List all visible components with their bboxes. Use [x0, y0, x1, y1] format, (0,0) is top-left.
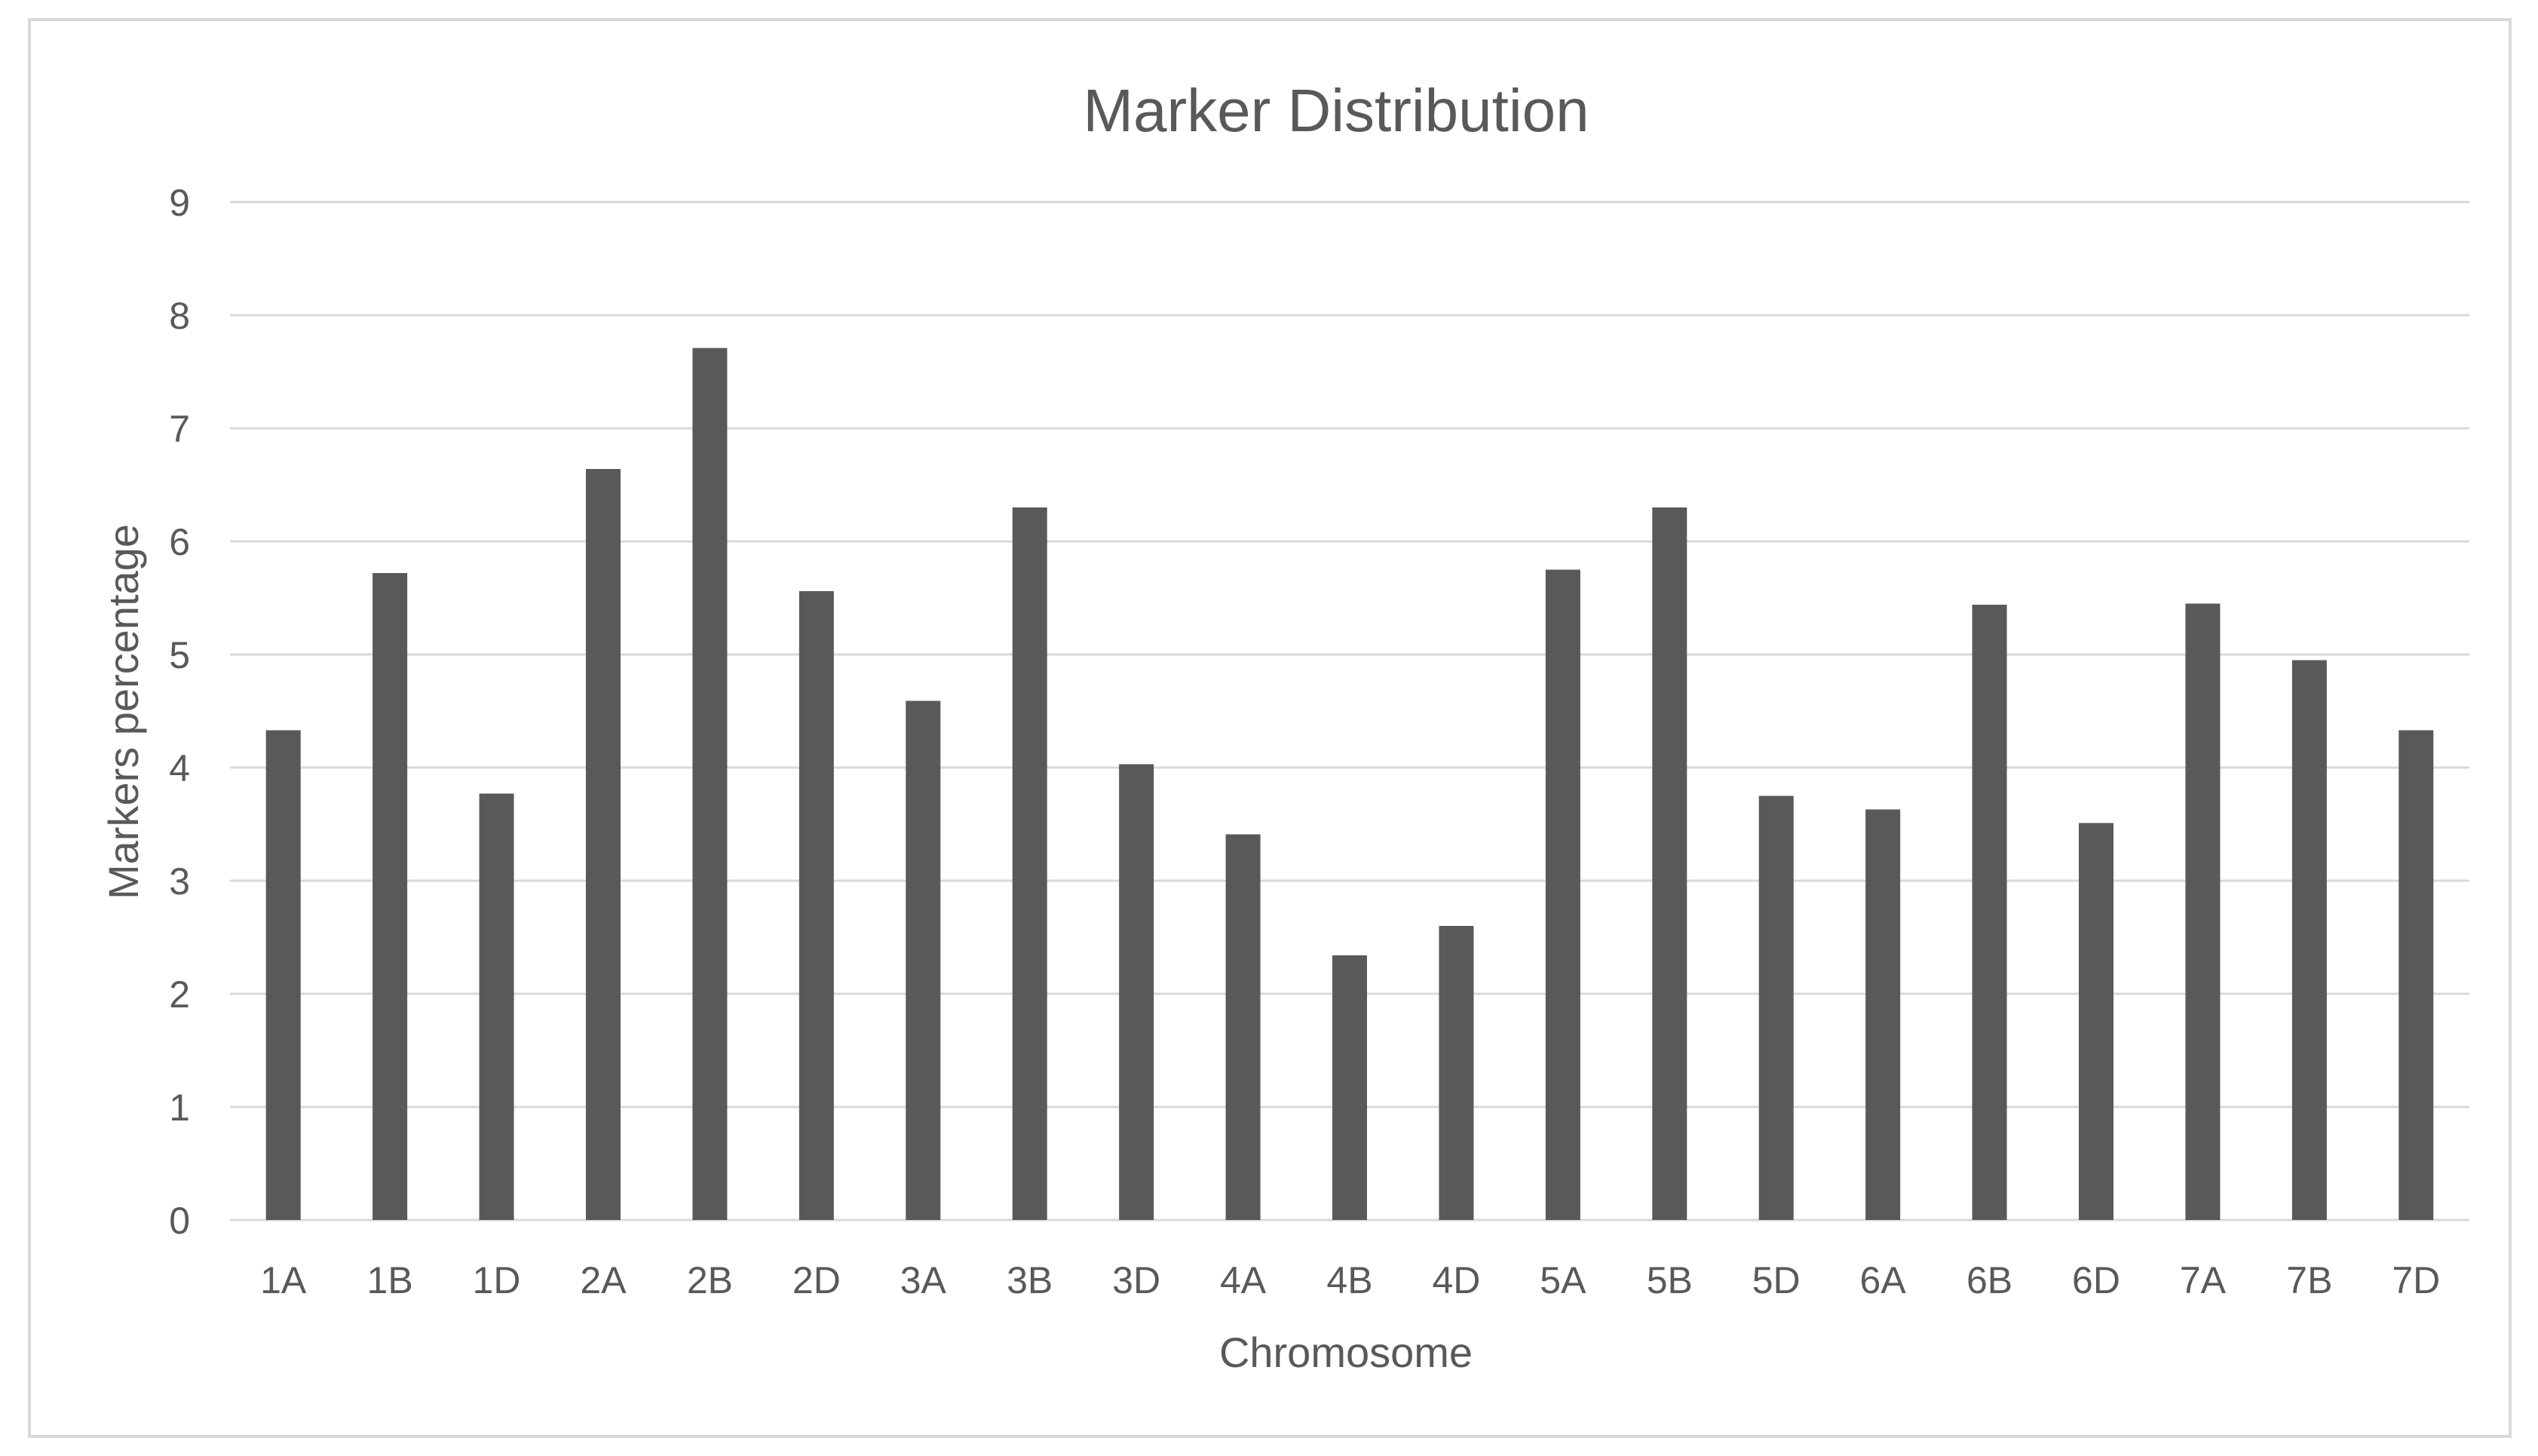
x-tick-label: 1B: [367, 1259, 413, 1301]
bar-2d: [798, 591, 834, 1220]
y-tick-label: 3: [169, 860, 190, 903]
y-tick-label: 4: [169, 747, 190, 789]
y-tick-label: 2: [169, 973, 190, 1016]
x-tick-label: 3D: [1112, 1259, 1160, 1301]
bar-6d: [2079, 823, 2113, 1220]
x-tick-label: 4D: [1432, 1259, 1480, 1301]
x-tick-label: 6D: [2072, 1259, 2120, 1301]
x-tick-label: 6A: [1860, 1259, 1907, 1301]
bar-2b: [692, 348, 728, 1220]
x-tick-label: 1A: [260, 1259, 307, 1301]
bar-3b: [1012, 507, 1047, 1220]
bars: [265, 348, 2434, 1220]
x-tick-label: 6B: [1966, 1259, 2012, 1301]
bar-4d: [1439, 926, 1474, 1220]
bar-7a: [2185, 603, 2221, 1220]
x-tick-label: 5D: [1752, 1259, 1801, 1301]
x-tick-label: 4B: [1326, 1259, 1372, 1301]
chart-title: Marker Distribution: [1083, 77, 1589, 144]
bar-4b: [1332, 955, 1367, 1220]
bar-5a: [1545, 569, 1580, 1220]
bar-4a: [1225, 834, 1261, 1220]
bar-5d: [1758, 795, 1794, 1220]
x-tick-label: 3A: [900, 1259, 947, 1301]
bar-5b: [1652, 507, 1687, 1220]
y-tick-label: 9: [169, 182, 190, 224]
x-tick-label: 5A: [1540, 1259, 1586, 1301]
x-tick-label: 4A: [1220, 1259, 1267, 1301]
x-axis-ticks: 1A 1B 1D 2A 2B 2D 3A 3B 3D 4A 4B 4D 5A 5B 5D 6A 6B 6D 7A 7B…: [260, 1259, 2440, 1301]
bar-2a: [586, 469, 621, 1220]
y-axis-ticks: 0 1 2 3 4 5 6 7 8 9: [169, 182, 190, 1242]
x-tick-label: 7B: [2286, 1259, 2332, 1301]
bar-3d: [1119, 764, 1154, 1220]
x-tick-label: 5B: [1647, 1259, 1693, 1301]
y-tick-label: 5: [169, 634, 190, 676]
bar-6a: [1865, 809, 1901, 1220]
x-tick-label: 7A: [2180, 1259, 2227, 1301]
y-tick-label: 1: [169, 1087, 190, 1129]
bar-6b: [1972, 605, 2007, 1220]
x-tick-label: 7D: [2392, 1259, 2440, 1301]
y-tick-label: 6: [169, 521, 190, 563]
y-tick-label: 7: [169, 408, 190, 450]
bar-1b: [372, 573, 408, 1220]
x-tick-label: 2D: [792, 1259, 841, 1301]
y-tick-label: 8: [169, 295, 190, 337]
x-axis-label: Chromosome: [1219, 1329, 1473, 1376]
x-tick-label: 3B: [1007, 1259, 1053, 1301]
x-tick-label: 2B: [687, 1259, 733, 1301]
bar-7b: [2291, 660, 2327, 1220]
y-axis-label: Markers percentage: [100, 524, 147, 900]
bar-1a: [265, 730, 301, 1220]
bar-3a: [906, 700, 941, 1220]
x-tick-label: 2A: [580, 1259, 627, 1301]
bar-1d: [479, 793, 514, 1220]
bar-7d: [2399, 730, 2434, 1220]
y-tick-label: 0: [169, 1200, 190, 1242]
x-tick-label: 1D: [473, 1259, 521, 1301]
